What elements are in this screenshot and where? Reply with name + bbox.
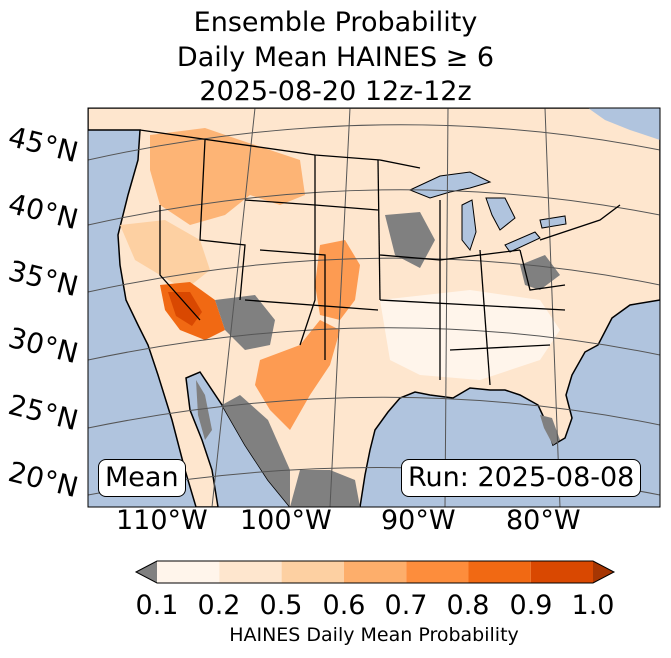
hudson-bay-area xyxy=(588,108,660,140)
colorbar-bin-3 xyxy=(281,561,344,583)
prob-region-southwest-core xyxy=(168,292,202,326)
masked-region-florida xyxy=(540,415,560,445)
colorbar-tick-6: 0.8 xyxy=(446,590,490,621)
great-lake-michigan xyxy=(461,199,477,252)
great-lake-superior xyxy=(408,171,492,199)
colorbar-bin-4 xyxy=(343,561,407,583)
state-borders xyxy=(139,129,621,386)
lon-label-90: 90°W xyxy=(381,505,456,536)
masked-region-baja xyxy=(196,380,212,440)
prob-region-northwest xyxy=(150,128,305,225)
great-lake-erie xyxy=(504,231,541,253)
masked-region-northeast xyxy=(520,255,560,290)
run-label-box: Run: 2025-08-08 xyxy=(401,459,642,497)
colorbar-label: HAINES Daily Mean Probability xyxy=(229,624,519,646)
colorbar-tick-4: 0.6 xyxy=(322,590,366,621)
masked-region-mexico xyxy=(222,395,290,507)
stat-label-box: Mean xyxy=(98,459,186,497)
prob-region-great-basin xyxy=(120,220,210,290)
colorbar-tick-2: 0.2 xyxy=(197,590,241,621)
title-line-3: 2025-08-20 12z-12z xyxy=(199,76,472,107)
colorbar-bin-5 xyxy=(406,561,469,583)
colorbar xyxy=(134,560,616,584)
great-lake-ontario xyxy=(539,215,567,229)
colorbar-bin-6 xyxy=(468,561,531,583)
masked-region-iowa xyxy=(385,212,435,268)
lon-label-80: 80°W xyxy=(506,505,581,536)
lon-label-110: 110°W xyxy=(116,505,208,536)
great-lake-huron xyxy=(485,197,516,231)
masked-region-arizona-nm xyxy=(215,295,275,350)
colorbar-tick-5: 0.7 xyxy=(384,590,428,621)
prob-region-texas xyxy=(255,320,340,430)
colorbar-tick-8: 1.0 xyxy=(571,590,615,621)
prob-region-eastern-light xyxy=(380,290,560,380)
colorbar-tick-3: 0.5 xyxy=(259,590,303,621)
colorbar-over-arrow xyxy=(593,561,614,583)
colorbar-bin-7 xyxy=(530,561,593,583)
title-line-2: Daily Mean HAINES ≥ 6 xyxy=(176,42,495,73)
mexico-south xyxy=(290,470,360,507)
colorbar-tick-1: 0.1 xyxy=(135,590,179,621)
colorbar-bin-2 xyxy=(219,561,282,583)
colorbar-tick-7: 0.9 xyxy=(509,590,553,621)
colorbar-bin-1 xyxy=(157,561,220,583)
lon-label-100: 100°W xyxy=(240,505,332,536)
title-line-1: Ensemble Probability xyxy=(193,7,478,38)
colorbar-under-arrow xyxy=(136,561,157,583)
